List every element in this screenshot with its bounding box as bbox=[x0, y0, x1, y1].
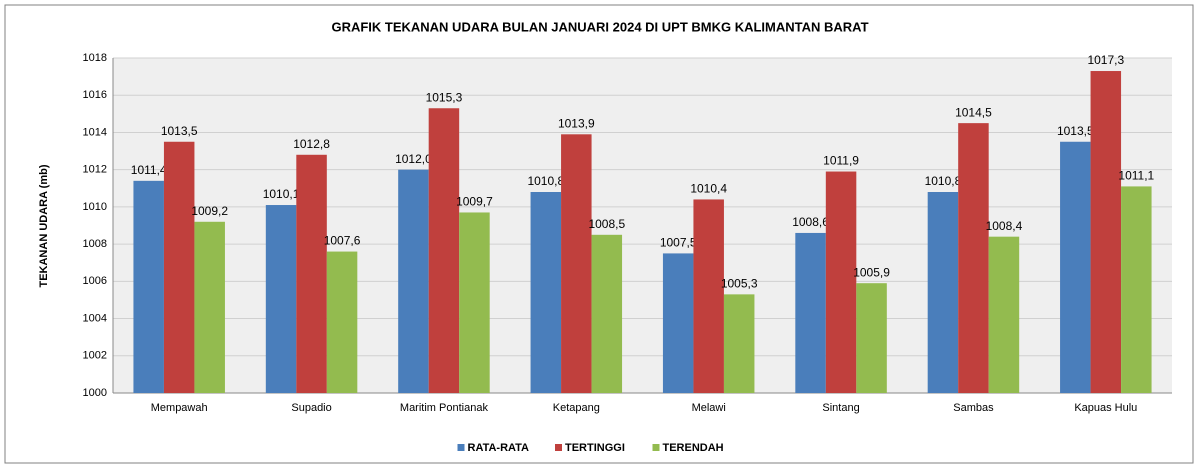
bar bbox=[163, 141, 195, 393]
bar bbox=[927, 192, 959, 393]
bar bbox=[1121, 186, 1152, 393]
y-tick-label: 1008 bbox=[83, 238, 107, 250]
x-tick-label: Ketapang bbox=[553, 402, 600, 414]
bar bbox=[1060, 141, 1091, 393]
value-label: 1005,9 bbox=[853, 265, 890, 279]
bar bbox=[398, 169, 429, 393]
x-tick-label: Melawi bbox=[692, 402, 726, 414]
bar bbox=[856, 283, 887, 393]
bar bbox=[194, 221, 225, 393]
y-tick-label: 1010 bbox=[83, 201, 107, 213]
value-label: 1013,9 bbox=[558, 116, 595, 130]
legend-label: RATA-RATA bbox=[468, 442, 530, 454]
value-label: 1005,3 bbox=[721, 277, 758, 291]
legend-swatch bbox=[555, 444, 562, 451]
value-label: 1008,4 bbox=[986, 219, 1023, 233]
value-label: 1013,5 bbox=[161, 124, 198, 138]
value-label: 1008,6 bbox=[792, 215, 829, 229]
legend-label: TERENDAH bbox=[663, 442, 724, 454]
bar bbox=[459, 212, 490, 393]
y-axis-label: TEKANAN UDARA (mb) bbox=[38, 164, 50, 287]
y-tick-label: 1012 bbox=[83, 164, 107, 176]
value-label: 1015,3 bbox=[426, 90, 463, 104]
y-tick-label: 1002 bbox=[83, 350, 107, 362]
value-label: 1009,2 bbox=[191, 204, 228, 218]
y-tick-label: 1018 bbox=[83, 52, 107, 64]
x-tick-label: Maritim Pontianak bbox=[400, 402, 489, 414]
y-tick-label: 1004 bbox=[83, 312, 107, 324]
bar bbox=[825, 171, 857, 393]
value-label: 1011,4 bbox=[131, 163, 167, 177]
value-label: 1011,9 bbox=[823, 154, 859, 168]
value-label: 1009,7 bbox=[456, 195, 493, 209]
y-tick-label: 1014 bbox=[83, 126, 107, 138]
y-tick-label: 1016 bbox=[83, 89, 107, 101]
value-label: 1017,3 bbox=[1087, 53, 1124, 67]
value-label: 1010,8 bbox=[925, 174, 962, 188]
y-tick-label: 1000 bbox=[83, 387, 107, 399]
value-label: 1011,1 bbox=[1118, 169, 1154, 183]
y-tick-label: 1006 bbox=[83, 275, 107, 287]
bar bbox=[265, 205, 297, 393]
x-tick-label: Sintang bbox=[822, 402, 859, 414]
value-label: 1007,6 bbox=[324, 234, 361, 248]
value-label: 1008,5 bbox=[588, 217, 625, 231]
bar bbox=[1090, 71, 1122, 394]
value-label: 1012,0 bbox=[395, 152, 432, 166]
bar bbox=[561, 134, 592, 394]
x-tick-label: Mempawah bbox=[151, 402, 208, 414]
bar bbox=[958, 123, 989, 393]
bar bbox=[795, 232, 826, 393]
value-label: 1007,5 bbox=[660, 236, 697, 250]
bar bbox=[723, 294, 755, 393]
bar bbox=[326, 251, 358, 393]
legend-label: TERTINGGI bbox=[565, 442, 625, 454]
value-label: 1013,5 bbox=[1057, 124, 1094, 138]
bar bbox=[662, 253, 694, 393]
value-label: 1010,4 bbox=[690, 182, 727, 196]
bar bbox=[591, 234, 623, 393]
legend-swatch bbox=[457, 444, 465, 451]
bar bbox=[530, 192, 562, 393]
legend-swatch bbox=[652, 444, 660, 451]
x-tick-label: Supadio bbox=[291, 402, 331, 414]
value-label: 1012,8 bbox=[293, 137, 330, 151]
value-label: 1010,1 bbox=[263, 187, 300, 201]
bar bbox=[428, 108, 460, 393]
value-label: 1014,5 bbox=[955, 105, 992, 119]
bar bbox=[693, 199, 724, 393]
bar bbox=[988, 236, 1020, 393]
bar bbox=[133, 180, 164, 393]
value-label: 1010,8 bbox=[527, 174, 564, 188]
x-tick-label: Sambas bbox=[953, 402, 994, 414]
chart-title: GRAFIK TEKANAN UDARA BULAN JANUARI 2024 … bbox=[331, 19, 868, 34]
x-tick-label: Kapuas Hulu bbox=[1074, 402, 1137, 414]
bar bbox=[296, 154, 327, 393]
